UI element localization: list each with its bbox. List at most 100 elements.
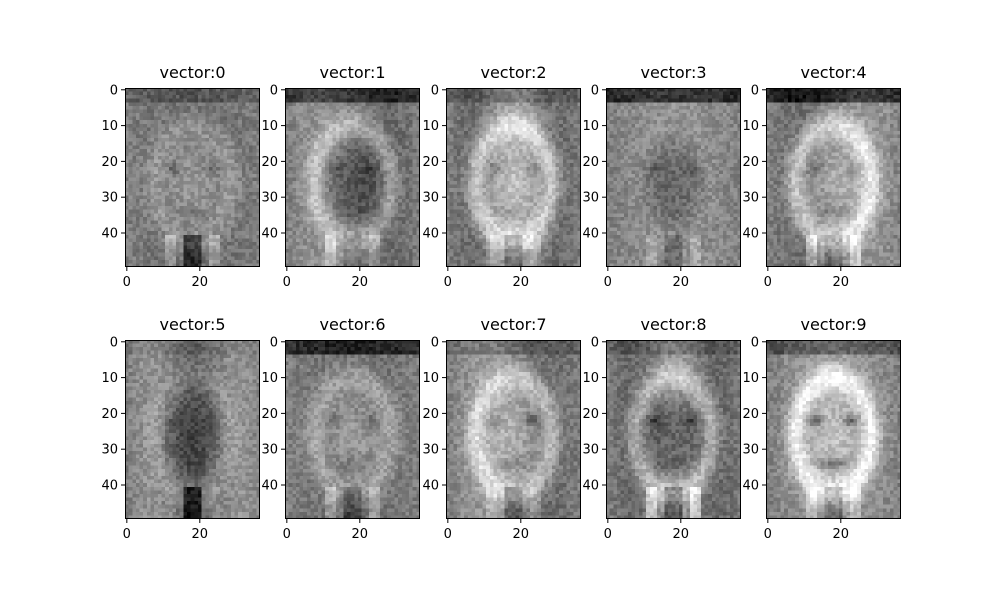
- subplot-3: vector:3 0 20 0 10 20 30 40: [582, 63, 741, 290]
- y-tick-label: 40: [742, 226, 759, 241]
- x-tick-label: 20: [833, 527, 850, 542]
- x-tick-label: 0: [444, 275, 452, 290]
- y-tick-label: 0: [751, 335, 759, 350]
- y-tick-label: 10: [261, 371, 278, 386]
- y-tick-label: 10: [101, 371, 118, 386]
- heatmap-image: [606, 340, 741, 519]
- axes-frame: [285, 340, 420, 519]
- subplot-5: vector:5 0 20 0 10 20 30 40: [101, 315, 260, 542]
- subplot-title: vector:0: [159, 63, 225, 82]
- x-tick-label: 20: [673, 275, 690, 290]
- y-tick-label: 20: [422, 407, 439, 422]
- axes-frame: [766, 88, 901, 267]
- x-tick-label: 0: [604, 527, 612, 542]
- subplot-title: vector:6: [319, 315, 385, 334]
- subplot-1: vector:1 0 20 0 10 20 30 40: [261, 63, 420, 290]
- y-tick-label: 30: [261, 191, 278, 206]
- heatmap-image: [766, 340, 901, 519]
- subplot-title: vector:3: [640, 63, 706, 82]
- x-tick-label: 20: [673, 527, 690, 542]
- y-tick-label: 0: [110, 335, 118, 350]
- x-tick-label: 0: [283, 527, 291, 542]
- y-tick-label: 10: [422, 119, 439, 134]
- y-tick-label: 40: [742, 478, 759, 493]
- y-tick-label: 30: [422, 191, 439, 206]
- y-tick-label: 40: [582, 478, 599, 493]
- y-tick-label: 30: [101, 191, 118, 206]
- y-tick-label: 20: [101, 155, 118, 170]
- x-tick-label: 20: [513, 275, 530, 290]
- subplot-4: vector:4 0 20 0 10 20 30 40: [742, 63, 901, 290]
- x-tick-label: 0: [123, 275, 131, 290]
- x-tick-label: 20: [352, 527, 369, 542]
- heatmap-image: [285, 88, 420, 267]
- y-tick-label: 10: [742, 119, 759, 134]
- y-tick-label: 30: [582, 191, 599, 206]
- y-tick-label: 10: [582, 371, 599, 386]
- x-tick-label: 0: [283, 275, 291, 290]
- y-tick-label: 30: [742, 191, 759, 206]
- x-tick-label: 0: [764, 275, 772, 290]
- y-tick-label: 0: [751, 83, 759, 98]
- y-tick-label: 20: [101, 407, 118, 422]
- y-tick-label: 40: [101, 226, 118, 241]
- subplot-title: vector:1: [319, 63, 385, 82]
- heatmap-image: [766, 88, 901, 267]
- y-tick-label: 0: [431, 83, 439, 98]
- heatmap-image: [446, 340, 581, 519]
- axes-frame: [606, 340, 741, 519]
- y-tick-label: 10: [101, 119, 118, 134]
- subplot-title: vector:5: [159, 315, 225, 334]
- y-tick-label: 0: [431, 335, 439, 350]
- y-tick-label: 40: [261, 478, 278, 493]
- heatmap-image: [606, 88, 741, 267]
- y-tick-label: 20: [261, 407, 278, 422]
- subplot-title: vector:2: [480, 63, 546, 82]
- y-tick-label: 20: [742, 407, 759, 422]
- subplot-title: vector:9: [800, 315, 866, 334]
- y-tick-label: 10: [582, 119, 599, 134]
- y-tick-label: 0: [110, 83, 118, 98]
- axes-frame: [606, 88, 741, 267]
- x-tick-label: 0: [604, 275, 612, 290]
- y-tick-label: 10: [742, 371, 759, 386]
- y-tick-label: 10: [422, 371, 439, 386]
- y-tick-label: 0: [591, 83, 599, 98]
- heatmap-image: [125, 340, 260, 519]
- subplot-6: vector:6 0 20 0 10 20 30 40: [261, 315, 420, 542]
- subplot-title: vector:8: [640, 315, 706, 334]
- subplot-title: vector:4: [800, 63, 866, 82]
- y-tick-label: 20: [582, 407, 599, 422]
- y-tick-label: 40: [422, 226, 439, 241]
- axes-frame: [125, 340, 260, 519]
- y-tick-label: 30: [101, 443, 118, 458]
- y-tick-label: 0: [270, 83, 278, 98]
- axes-frame: [446, 340, 581, 519]
- subplot-9: vector:9 0 20 0 10 20 30 40: [742, 315, 901, 542]
- y-tick-label: 0: [591, 335, 599, 350]
- y-tick-label: 10: [261, 119, 278, 134]
- y-tick-label: 40: [261, 226, 278, 241]
- y-tick-label: 30: [422, 443, 439, 458]
- heatmap-image: [125, 88, 260, 267]
- heatmap-image: [446, 88, 581, 267]
- subplot-7: vector:7 0 20 0 10 20 30 40: [422, 315, 581, 542]
- x-tick-label: 0: [123, 527, 131, 542]
- y-tick-label: 20: [742, 155, 759, 170]
- y-tick-label: 20: [582, 155, 599, 170]
- x-tick-label: 0: [764, 527, 772, 542]
- y-tick-label: 20: [422, 155, 439, 170]
- x-tick-label: 20: [352, 275, 369, 290]
- subplot-8: vector:8 0 20 0 10 20 30 40: [582, 315, 741, 542]
- x-tick-label: 20: [513, 527, 530, 542]
- y-tick-label: 40: [101, 478, 118, 493]
- x-tick-label: 20: [192, 275, 209, 290]
- y-tick-label: 30: [742, 443, 759, 458]
- axes-frame: [285, 88, 420, 267]
- subplot-0: vector:0 0 20 0 10 20 30 40: [101, 63, 260, 290]
- y-tick-label: 20: [261, 155, 278, 170]
- y-tick-label: 40: [582, 226, 599, 241]
- axes-frame: [766, 340, 901, 519]
- y-tick-label: 40: [422, 478, 439, 493]
